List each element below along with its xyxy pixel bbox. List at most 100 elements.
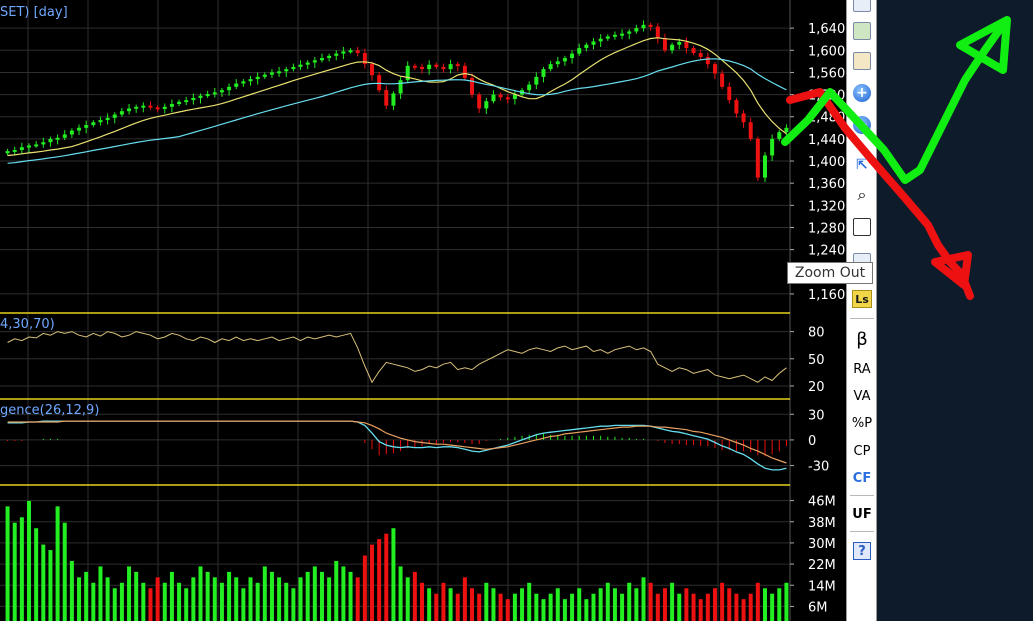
candle-body (155, 107, 160, 110)
candle-body (412, 65, 417, 68)
candle-body (434, 64, 439, 67)
candle-body (577, 48, 582, 54)
candle-body (612, 34, 617, 37)
volume-bar (369, 544, 374, 621)
volume-bar (319, 571, 324, 621)
candle-body (548, 64, 553, 70)
volume-bar (355, 577, 360, 621)
volume-panel (5, 500, 789, 621)
candle-body (277, 71, 282, 74)
candle-body (770, 138, 775, 156)
volume-bar (384, 533, 389, 621)
candle-body (777, 132, 782, 139)
grid-layer (0, 0, 791, 621)
calendar-icon[interactable] (849, 0, 875, 14)
y-tick-label: -30 (808, 460, 829, 475)
image-icon[interactable] (849, 20, 875, 42)
candle-body (570, 53, 575, 59)
volume-bar (534, 593, 539, 621)
candle-body (41, 142, 46, 145)
volume-bar (441, 582, 446, 621)
stock-chart[interactable]: 1,160 1,240 1,280 1,320 1,360 1,400 1,440 1,480… (0, 0, 846, 621)
candle-body (555, 61, 560, 65)
volume-bar (655, 593, 660, 621)
candle-body (369, 64, 374, 76)
chart-area[interactable]: 1,160 1,240 1,280 1,320 1,360 1,400 1,440 1,480… (0, 0, 846, 621)
rsi-panel (7, 331, 787, 384)
candle-body (634, 28, 639, 32)
y-tick-label: 30M (808, 537, 836, 552)
cp-button[interactable]: CP (853, 443, 871, 459)
volume-bar (327, 577, 332, 621)
candle-body (362, 53, 367, 65)
ls-icon[interactable]: Ls (849, 288, 875, 310)
y-tick-label: 6M (808, 600, 828, 615)
y-tick-label: 1,560 (808, 66, 845, 81)
volume-bar (705, 593, 710, 621)
volume-bar (162, 582, 167, 621)
volume-bar (612, 588, 617, 621)
volume-bar (12, 522, 17, 621)
volume-bar (720, 582, 725, 621)
volume-bar (527, 582, 532, 621)
volume-bar (5, 506, 10, 621)
volume-bar (784, 582, 789, 621)
volume-bar (770, 593, 775, 621)
y-tick-label: 1,320 (808, 199, 845, 214)
candle-body (334, 53, 339, 56)
volume-bar (405, 577, 410, 621)
side-panel (877, 0, 1033, 621)
y-tick-label: 14M (808, 579, 836, 594)
volume-bar (598, 588, 603, 621)
chart-toolbar: + − ⇱ ⌕ Ls β RA VA %P CP CF UF ? (846, 0, 877, 621)
zoom-out-icon[interactable] (849, 216, 875, 238)
plus-circle-icon[interactable]: + (849, 82, 875, 104)
candle-body (327, 55, 332, 59)
candle-body (627, 31, 632, 34)
beta-button[interactable]: β (856, 328, 868, 350)
volume-bar (648, 582, 653, 621)
volume-bar (734, 593, 739, 621)
volume-bar (184, 588, 189, 621)
candle-body (698, 53, 703, 57)
candle-body (484, 101, 489, 109)
volume-bar (291, 588, 296, 621)
zoom-in-icon[interactable]: ⌕ (857, 185, 867, 204)
volume-bar (248, 577, 253, 621)
volume-bar (470, 588, 475, 621)
va-button[interactable]: VA (853, 388, 871, 404)
minus-circle-icon[interactable]: − (849, 114, 875, 136)
candle-body (741, 113, 746, 123)
candle-body (241, 81, 246, 84)
volume-bar (198, 566, 203, 621)
candle-body (112, 114, 117, 118)
candle-body (341, 51, 346, 54)
candle-body (527, 84, 532, 91)
y-tick-label: 1,280 (808, 221, 845, 236)
volume-bar (77, 577, 82, 621)
candle-body (262, 74, 267, 77)
properties-icon[interactable] (849, 50, 875, 72)
candle-body (198, 95, 203, 98)
volume-bar (684, 588, 689, 621)
cursor-icon[interactable]: ⇱ (856, 157, 868, 173)
uf-button[interactable]: UF (852, 506, 872, 522)
volume-bar (141, 582, 146, 621)
volume-bar (69, 560, 74, 621)
volume-bar (119, 582, 124, 621)
candle-body (691, 48, 696, 54)
help-icon[interactable]: ? (849, 540, 875, 562)
volume-bar (691, 593, 696, 621)
volume-bar (334, 560, 339, 621)
candle-body (655, 26, 660, 39)
candle-body (598, 38, 603, 42)
candle-body (284, 69, 289, 72)
volume-bar (427, 588, 432, 621)
percent-p-button[interactable]: %P (851, 415, 873, 431)
cf-button[interactable]: CF (852, 470, 872, 486)
volume-bar (348, 571, 353, 621)
candle-body (234, 83, 239, 87)
candle-body (162, 106, 167, 109)
ra-button[interactable]: RA (853, 361, 871, 377)
volume-bar (420, 582, 425, 621)
